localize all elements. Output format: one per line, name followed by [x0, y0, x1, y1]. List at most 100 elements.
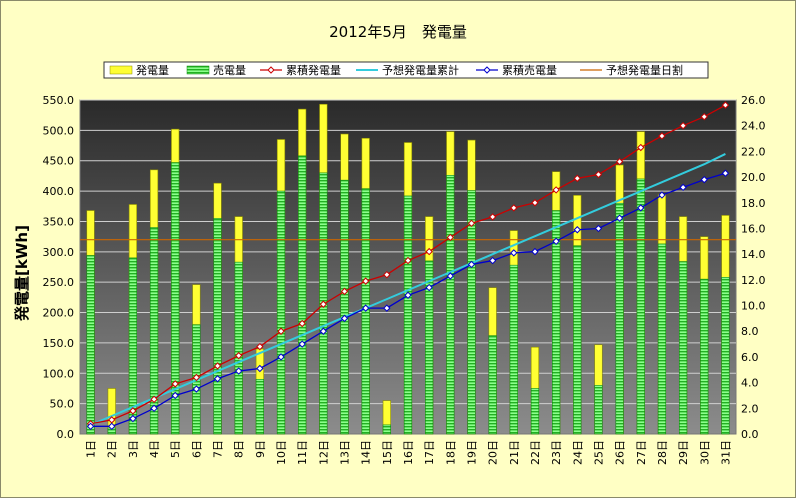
- cumulative-generation-point: [510, 204, 518, 212]
- bar-sold: [276, 190, 286, 435]
- x-tick-label: 6日: [190, 440, 203, 458]
- y-tick-label: 300.0: [43, 246, 75, 259]
- bar-sold: [594, 385, 603, 435]
- bar-sold: [171, 162, 180, 435]
- cumulative-generation-point: [531, 199, 539, 207]
- x-tick-label: 4日: [148, 440, 161, 458]
- x-tick-label: 15日: [381, 440, 394, 465]
- cumulative-generation-point: [552, 186, 560, 194]
- cumulative-generation-point: [213, 362, 222, 370]
- cumulative-generation-point: [679, 121, 687, 130]
- cumulative-sold-point: [383, 304, 391, 312]
- x-tick-label: 11日: [296, 440, 309, 465]
- legend-box: [103, 61, 709, 79]
- cumulative-sold-point: [552, 237, 560, 246]
- x-tick-label: 25日: [592, 440, 605, 465]
- cumulative-sold-point: [298, 340, 306, 348]
- cumulative-sold-point: [615, 214, 624, 222]
- y2-tick-label: 6.0: [741, 351, 759, 364]
- cumulative-generation-point: [256, 342, 264, 351]
- y2-tick-label: 12.0: [741, 274, 766, 287]
- bar-sold: [149, 227, 159, 435]
- cumulative-sold-point: [171, 391, 179, 400]
- y-tick-label: 50.0: [50, 398, 75, 411]
- cumulative-sold-point: [573, 226, 581, 234]
- cumulative-generation-point: [658, 132, 666, 140]
- bar-sold: [213, 218, 222, 435]
- bar-sold: [678, 261, 688, 435]
- bar-sold: [298, 155, 307, 435]
- bar-sold: [530, 388, 540, 435]
- bar-sold: [255, 379, 264, 435]
- cumulative-sold-point: [721, 169, 730, 177]
- cumulative-generation-point: [192, 373, 201, 382]
- legend-label: 売電量: [213, 64, 246, 77]
- x-tick-label: 3日: [127, 440, 140, 458]
- y-tick-label: 500.0: [43, 124, 75, 137]
- cumulative-sold-point: [361, 304, 370, 312]
- x-tick-label: 1日: [85, 440, 98, 458]
- x-tick-label: 2日: [106, 440, 119, 458]
- cumulative-generation-point: [298, 319, 306, 328]
- cumulative-generation-point: [150, 395, 158, 404]
- cumulative-generation-point: [637, 143, 645, 152]
- y2-tick-label: 16.0: [741, 222, 766, 235]
- bar-sold: [552, 210, 561, 435]
- bar-sold: [128, 257, 138, 435]
- x-tick-label: 26日: [614, 440, 627, 465]
- bar-sold: [425, 260, 434, 435]
- cumulative-sold-point: [658, 191, 666, 199]
- y-tick-label: 400.0: [43, 185, 75, 198]
- bar-sold: [86, 255, 95, 435]
- x-tick-label: 16日: [402, 440, 415, 465]
- cumulative-generation-point: [383, 271, 391, 279]
- cumulative-generation-point: [340, 287, 349, 296]
- cumulative-generation-point: [277, 327, 285, 335]
- bar-sold: [700, 278, 709, 435]
- cumulative-generation-point: [615, 157, 624, 166]
- y2-tick-label: 20.0: [741, 171, 766, 184]
- cumulative-generation-point: [319, 300, 328, 308]
- x-tick-label: 29日: [677, 440, 690, 465]
- cumulative-generation-point: [404, 256, 412, 265]
- y2-tick-label: 4.0: [741, 377, 759, 390]
- x-tick-label: 23日: [550, 440, 563, 465]
- cumulative-sold-point: [404, 291, 412, 299]
- y-tick-label: 150.0: [43, 337, 75, 350]
- x-tick-label: 5日: [169, 440, 182, 458]
- x-tick-label: 27日: [635, 440, 648, 465]
- bar-sold: [615, 202, 624, 435]
- plot-area: [79, 99, 737, 435]
- cumulative-generation-point: [467, 219, 476, 228]
- cumulative-sold-point: [213, 375, 222, 383]
- x-tick-label: 19日: [465, 440, 478, 465]
- legend: 発電量 売電量 累積発電量 予想発電量累計 累積売電量 予想発電量日割: [103, 61, 709, 79]
- y2-tick-label: 18.0: [741, 197, 766, 210]
- cumulative-sold-point: [425, 283, 433, 292]
- cumulative-generation-point: [446, 233, 455, 242]
- x-axis: 1日 2日 3日 4日 5日 6日 7日 8日 9日 10日 11日 12日 13日 14日 15日 16日 1…: [85, 440, 733, 465]
- y2-tick-label: 2.0: [741, 402, 759, 415]
- bar-sold: [340, 179, 349, 435]
- cumulative-generation-point: [573, 174, 581, 183]
- y-tick-label: 200.0: [43, 307, 75, 320]
- cumulative-sold-point: [637, 204, 645, 212]
- y-tick-label: 0.0: [57, 428, 75, 441]
- x-tick-label: 31日: [719, 440, 732, 465]
- bar-sold: [509, 264, 518, 435]
- x-tick-label: 8日: [233, 440, 246, 458]
- bar-sold: [446, 175, 455, 435]
- bar-sold: [636, 178, 645, 435]
- cumulative-sold-point: [679, 183, 687, 192]
- y-tick-label: 250.0: [43, 276, 75, 289]
- cumulative-sold-point: [277, 353, 285, 361]
- bar-sold: [657, 243, 667, 435]
- legend-label: 予想発電量日割: [606, 63, 683, 77]
- x-tick-label: 17日: [423, 440, 436, 465]
- cumulative-sold-point: [319, 327, 328, 335]
- x-tick-label: 22日: [529, 440, 542, 465]
- legend-swatch-marker: [483, 66, 491, 74]
- y-tick-label: 100.0: [43, 367, 75, 380]
- x-tick-label: 13日: [339, 440, 352, 465]
- legend-label: 累積発電量: [286, 63, 341, 77]
